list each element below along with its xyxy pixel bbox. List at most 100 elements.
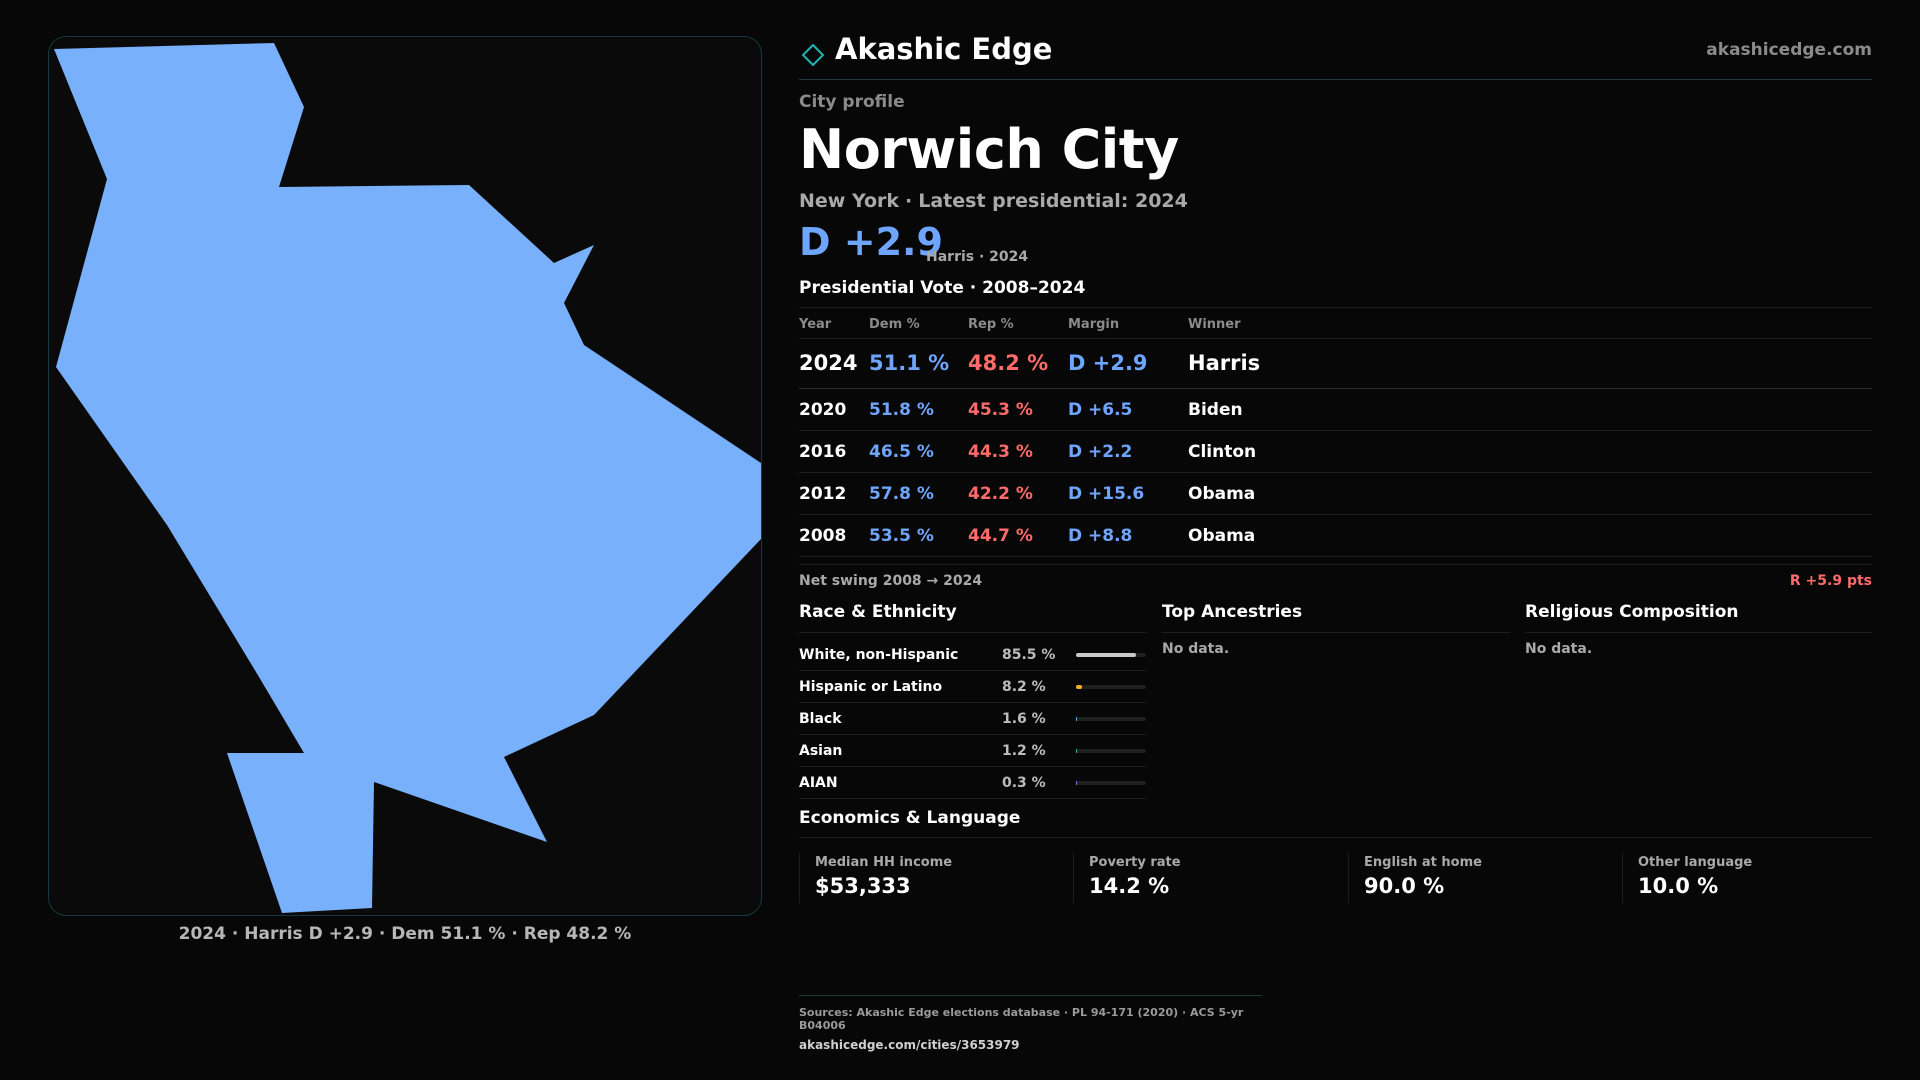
list-item: White, non-Hispanic 85.5 %	[799, 639, 1147, 671]
religion-empty: No data.	[1525, 641, 1593, 657]
vote-section-title: Presidential Vote · 2008–2024	[799, 278, 1086, 298]
ancestries-section: Top Ancestries No data.	[1162, 602, 1510, 657]
race-list: White, non-Hispanic 85.5 % Hispanic or L…	[799, 639, 1147, 799]
row-year: 2008	[799, 526, 847, 546]
race-label: AIAN	[799, 775, 838, 791]
separator-dot: ·	[905, 190, 913, 212]
row-margin: D +6.5	[1068, 400, 1133, 420]
race-bar-track	[1076, 717, 1146, 721]
stat-card-other-language: Other language 10.0 %	[1622, 853, 1884, 903]
row-year: 2012	[799, 484, 847, 504]
latest-election-label: Latest presidential: 2024	[918, 190, 1188, 212]
stat-value: 90.0 %	[1364, 874, 1445, 898]
race-percent: 8.2 %	[1002, 679, 1046, 695]
row-rep: 44.3 %	[968, 442, 1033, 462]
race-bar-track	[1076, 749, 1146, 753]
net-swing: Net swing 2008 → 2024 R +5.9 pts	[799, 564, 1872, 592]
row-rep: 48.2 %	[968, 351, 1049, 375]
col-margin: Margin	[1068, 317, 1120, 332]
ancestries-empty: No data.	[1162, 641, 1230, 657]
row-margin: D +2.9	[1068, 351, 1148, 375]
row-margin: D +2.2	[1068, 442, 1133, 462]
site-url-link[interactable]: akashicedge.com	[1706, 40, 1872, 60]
row-year: 2024	[799, 351, 858, 375]
list-item: Hispanic or Latino 8.2 %	[799, 671, 1147, 703]
stat-card-poverty: Poverty rate 14.2 %	[1073, 853, 1335, 903]
vote-table: Year Dem % Rep % Margin Winner 2024 51.1…	[799, 307, 1872, 557]
col-winner: Winner	[1188, 317, 1241, 332]
list-item: AIAN 0.3 %	[799, 767, 1147, 799]
table-row: 2024 51.1 % 48.2 % D +2.9 Harris	[799, 339, 1872, 389]
stat-card-income: Median HH income $53,333	[799, 853, 1061, 903]
latest-margin-note: Harris · 2024	[926, 249, 1029, 265]
row-winner: Obama	[1188, 526, 1256, 546]
table-row: 2020 51.8 % 45.3 % D +6.5 Biden	[799, 389, 1872, 431]
race-label: Hispanic or Latino	[799, 679, 943, 695]
race-bar-fill	[1076, 749, 1078, 753]
row-winner: Biden	[1188, 400, 1243, 420]
row-year: 2016	[799, 442, 847, 462]
latest-margin: D +2.9	[799, 220, 943, 264]
economics-section-title: Economics & Language	[799, 808, 1021, 828]
row-winner: Obama	[1188, 484, 1256, 504]
profile-subline: New York · Latest presidential: 2024	[799, 190, 1188, 212]
vote-table-header: Year Dem % Rep % Margin Winner	[799, 308, 1872, 339]
religion-section: Religious Composition No data.	[1525, 602, 1872, 657]
stat-value: 10.0 %	[1638, 874, 1719, 898]
race-bar-fill	[1076, 653, 1136, 657]
state-name: New York	[799, 190, 900, 212]
race-bar-track	[1076, 781, 1146, 785]
stat-label: Median HH income	[815, 855, 953, 870]
brand-name[interactable]: Akashic Edge	[835, 32, 1053, 66]
race-percent: 0.3 %	[1002, 775, 1046, 791]
net-swing-value: R +5.9 pts	[1789, 573, 1872, 589]
religion-section-title: Religious Composition	[1525, 602, 1872, 633]
table-row: 2008 53.5 % 44.7 % D +8.8 Obama	[799, 515, 1872, 557]
row-year: 2020	[799, 400, 847, 420]
row-winner: Clinton	[1188, 442, 1257, 462]
row-margin: D +15.6	[1068, 484, 1145, 504]
stat-label: English at home	[1364, 855, 1482, 870]
site-header: Akashic Edge akashicedge.com	[799, 30, 1872, 80]
col-year: Year	[799, 317, 832, 332]
race-label: White, non-Hispanic	[799, 647, 959, 663]
race-bar-fill	[1076, 781, 1078, 785]
race-section-title: Race & Ethnicity	[799, 602, 1147, 633]
stat-label: Other language	[1638, 855, 1753, 870]
profile-column: Akashic Edge akashicedge.com City profil…	[799, 30, 1872, 1060]
stat-card-english: English at home 90.0 %	[1348, 853, 1610, 903]
sources-url-link[interactable]: akashicedge.com/cities/3653979	[799, 1038, 1020, 1052]
city-boundary-shape[interactable]	[54, 43, 761, 913]
list-item: Black 1.6 %	[799, 703, 1147, 735]
row-dem: 51.8 %	[869, 400, 934, 420]
col-dem: Dem %	[869, 317, 920, 332]
row-dem: 57.8 %	[869, 484, 934, 504]
stat-label: Poverty rate	[1089, 855, 1181, 870]
race-percent: 1.6 %	[1002, 711, 1046, 727]
race-percent: 1.2 %	[1002, 743, 1046, 759]
divider	[799, 837, 1872, 838]
row-dem: 53.5 %	[869, 526, 934, 546]
race-bar-fill	[1076, 717, 1078, 721]
diamond-logo-icon	[802, 44, 824, 66]
race-percent: 85.5 %	[1002, 647, 1056, 663]
row-winner: Harris	[1188, 351, 1261, 375]
map-panel[interactable]	[48, 36, 762, 916]
map-caption: 2024 · Harris D +2.9 · Dem 51.1 % · Rep …	[178, 924, 632, 944]
row-rep: 45.3 %	[968, 400, 1033, 420]
net-swing-label: Net swing 2008 → 2024	[799, 573, 983, 589]
city-boundary-map[interactable]	[49, 37, 762, 916]
page-title: Norwich City	[799, 118, 1179, 181]
page-kicker: City profile	[799, 92, 905, 112]
race-section: Race & Ethnicity White, non-Hispanic 85.…	[799, 602, 1147, 799]
race-label: Asian	[799, 743, 843, 759]
list-item: Asian 1.2 %	[799, 735, 1147, 767]
race-bar-track	[1076, 685, 1146, 689]
row-rep: 44.7 %	[968, 526, 1033, 546]
table-row: 2016 46.5 % 44.3 % D +2.2 Clinton	[799, 431, 1872, 473]
row-dem: 46.5 %	[869, 442, 934, 462]
table-row: 2012 57.8 % 42.2 % D +15.6 Obama	[799, 473, 1872, 515]
sources-footer: Sources: Akashic Edge elections database…	[799, 995, 1262, 1052]
stat-value: 14.2 %	[1089, 874, 1170, 898]
stat-value: $53,333	[815, 874, 911, 898]
